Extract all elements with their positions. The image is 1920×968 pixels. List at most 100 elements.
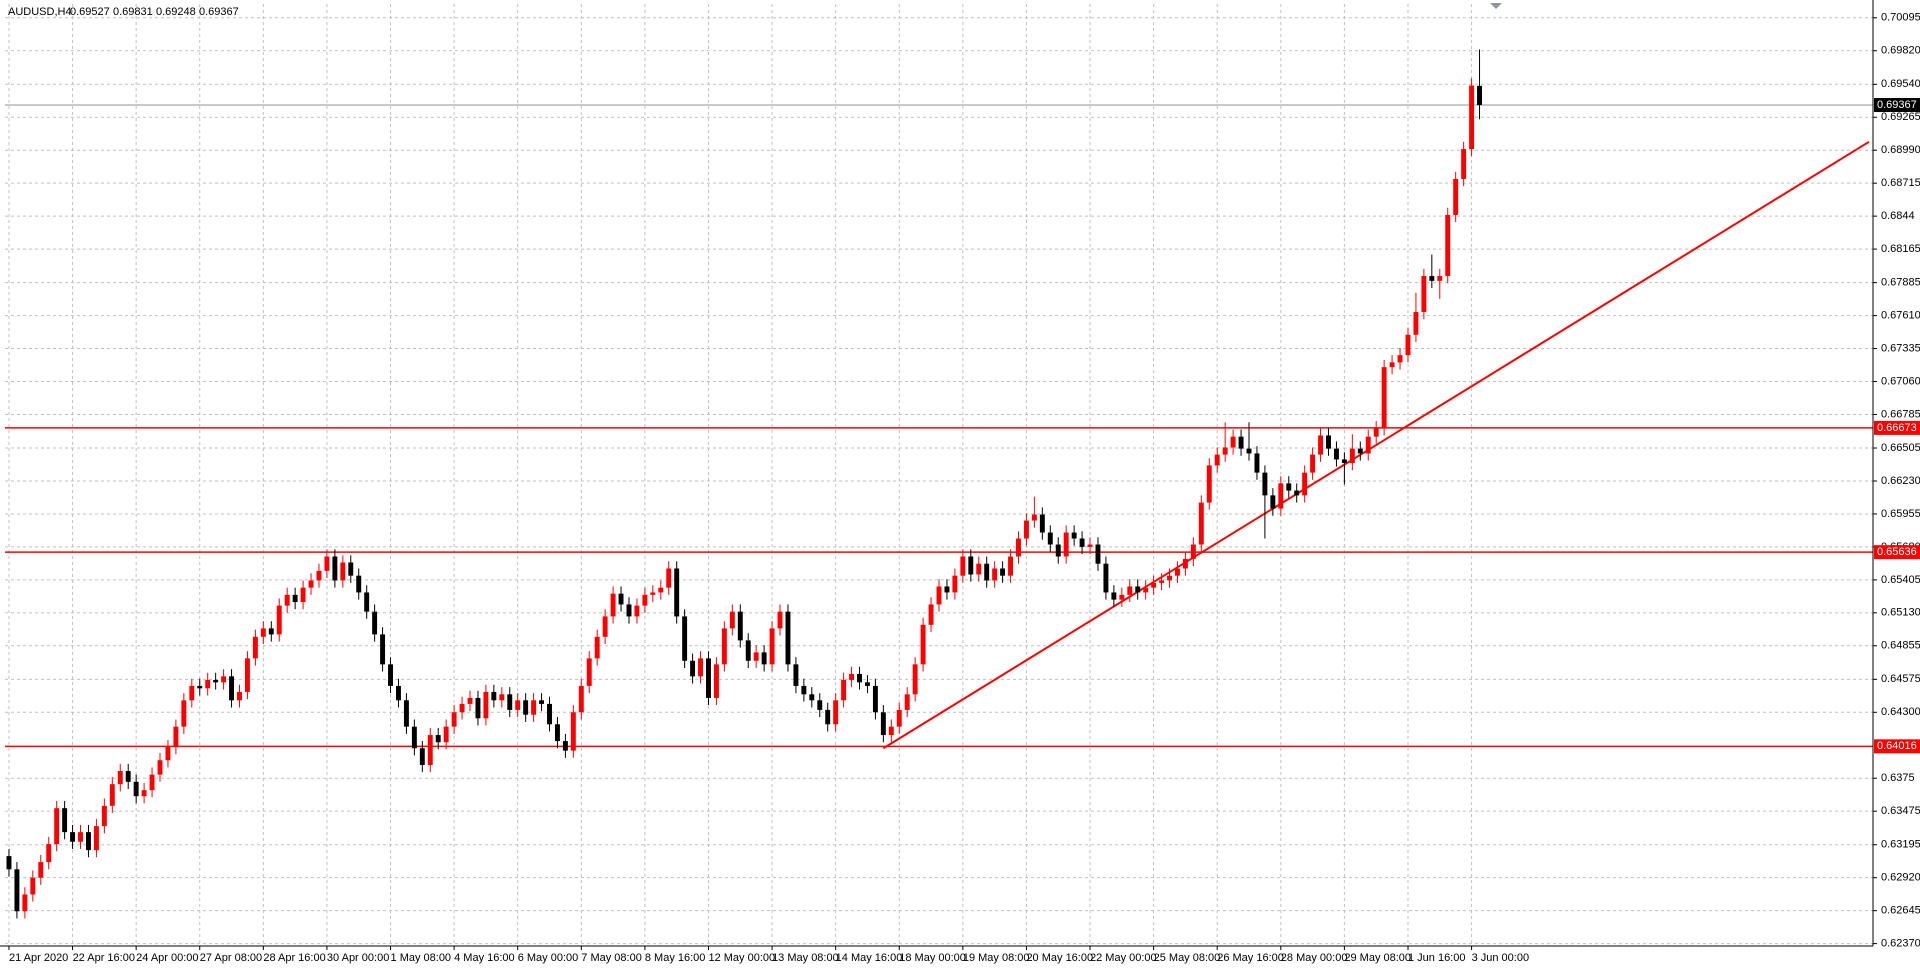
candle-body xyxy=(1190,544,1196,559)
candle-body xyxy=(499,694,505,701)
y-tick-label: 0.62920 xyxy=(1881,872,1920,884)
y-tick-label: 0.6844 xyxy=(1881,210,1915,222)
candle-body xyxy=(403,700,409,727)
candle-body xyxy=(1182,558,1188,569)
x-tick-label: 27 Apr 08:00 xyxy=(200,952,262,964)
candle-body xyxy=(427,735,433,766)
y-tick-label: 0.68165 xyxy=(1881,243,1920,255)
candle-body xyxy=(491,691,497,701)
candle-body xyxy=(618,593,624,605)
candle-body xyxy=(125,771,131,782)
candle-body xyxy=(411,726,417,749)
candle-body xyxy=(872,685,878,713)
candle-body xyxy=(1302,472,1308,496)
candle-body xyxy=(70,832,76,842)
candle-body xyxy=(1151,582,1157,588)
candle-body xyxy=(292,594,298,603)
candle-body xyxy=(109,784,115,806)
candle-body xyxy=(189,685,195,701)
candle-body xyxy=(721,628,727,665)
candle-body xyxy=(1365,436,1371,454)
header-symbol: AUDUSD,H4 xyxy=(8,6,72,18)
x-tick-label: 25 May 08:00 xyxy=(1154,952,1221,964)
candle-body xyxy=(1031,514,1037,521)
candle-body xyxy=(260,628,266,637)
candle-body xyxy=(960,556,966,576)
y-tick-label: 0.69265 xyxy=(1881,111,1920,123)
x-tick-label: 4 May 16:00 xyxy=(454,952,515,964)
candle-body xyxy=(1087,544,1093,547)
candle-body xyxy=(1333,448,1339,460)
candle-body xyxy=(149,774,155,791)
candle-body xyxy=(1023,520,1029,539)
candle-body xyxy=(777,611,783,629)
y-tick-label: 0.69540 xyxy=(1881,78,1920,90)
candle-body xyxy=(173,726,179,748)
candle-body xyxy=(1405,334,1411,356)
candle-body xyxy=(547,703,552,725)
y-tick-label: 0.66505 xyxy=(1881,442,1920,454)
candle-body xyxy=(85,832,91,851)
y-tick-label: 0.67335 xyxy=(1881,342,1920,354)
candle-body xyxy=(6,856,12,870)
candle-body xyxy=(1095,544,1101,564)
candle-body xyxy=(229,676,235,701)
candle-body xyxy=(1071,532,1077,539)
candle-body xyxy=(396,685,401,701)
candle-body xyxy=(602,616,608,637)
candle-body xyxy=(1381,367,1387,429)
candle-body xyxy=(698,658,703,677)
candle-body xyxy=(562,741,568,751)
candle-body xyxy=(634,605,640,617)
candle-body xyxy=(221,676,227,683)
candle-body xyxy=(1119,594,1125,600)
candle-body xyxy=(46,844,52,863)
candle-body xyxy=(1008,556,1014,576)
candle-body xyxy=(864,682,870,686)
candle-body xyxy=(101,805,107,827)
candle-body xyxy=(984,563,990,581)
candle-body xyxy=(1349,448,1355,464)
candle-body xyxy=(1111,592,1117,600)
candle-body xyxy=(1055,544,1061,557)
level-label: 0.65636 xyxy=(1877,546,1917,558)
candle-body xyxy=(14,869,20,912)
candle-body xyxy=(904,694,910,710)
candle-body xyxy=(435,735,441,743)
candle-body xyxy=(348,562,354,576)
x-tick-label: 26 May 16:00 xyxy=(1217,952,1284,964)
candle-body xyxy=(745,640,751,661)
x-tick-label: 24 Apr 00:00 xyxy=(136,952,198,964)
candle-body xyxy=(324,556,330,571)
candle-body xyxy=(1469,85,1475,150)
candle-body xyxy=(857,673,862,683)
y-tick-label: 0.66230 xyxy=(1881,475,1920,487)
candle-body xyxy=(356,575,362,593)
candle-body xyxy=(1198,502,1204,545)
level-label-box xyxy=(1874,545,1920,560)
candle-body xyxy=(674,568,680,617)
candle-body xyxy=(737,611,743,641)
y-tick-label: 0.68715 xyxy=(1881,177,1920,189)
candle-body xyxy=(825,709,831,725)
current-price-box xyxy=(1874,98,1920,113)
candle-body xyxy=(332,556,338,581)
candle-body xyxy=(38,862,44,878)
candle-body xyxy=(1326,435,1331,449)
candle-body xyxy=(769,628,775,665)
header-low: 0.69248 xyxy=(156,6,196,18)
candle-body xyxy=(1397,355,1403,363)
candle-body xyxy=(1373,428,1379,437)
y-tick-label: 0.64300 xyxy=(1881,706,1920,718)
candle-body xyxy=(117,771,123,785)
candle-body xyxy=(237,691,242,701)
y-tick-label: 0.64575 xyxy=(1881,673,1920,685)
candle-body xyxy=(1445,214,1451,277)
candle-body xyxy=(1341,459,1347,464)
candle-body xyxy=(1413,312,1419,335)
candle-body xyxy=(1270,495,1276,509)
y-tick-label: 0.62645 xyxy=(1881,905,1920,917)
